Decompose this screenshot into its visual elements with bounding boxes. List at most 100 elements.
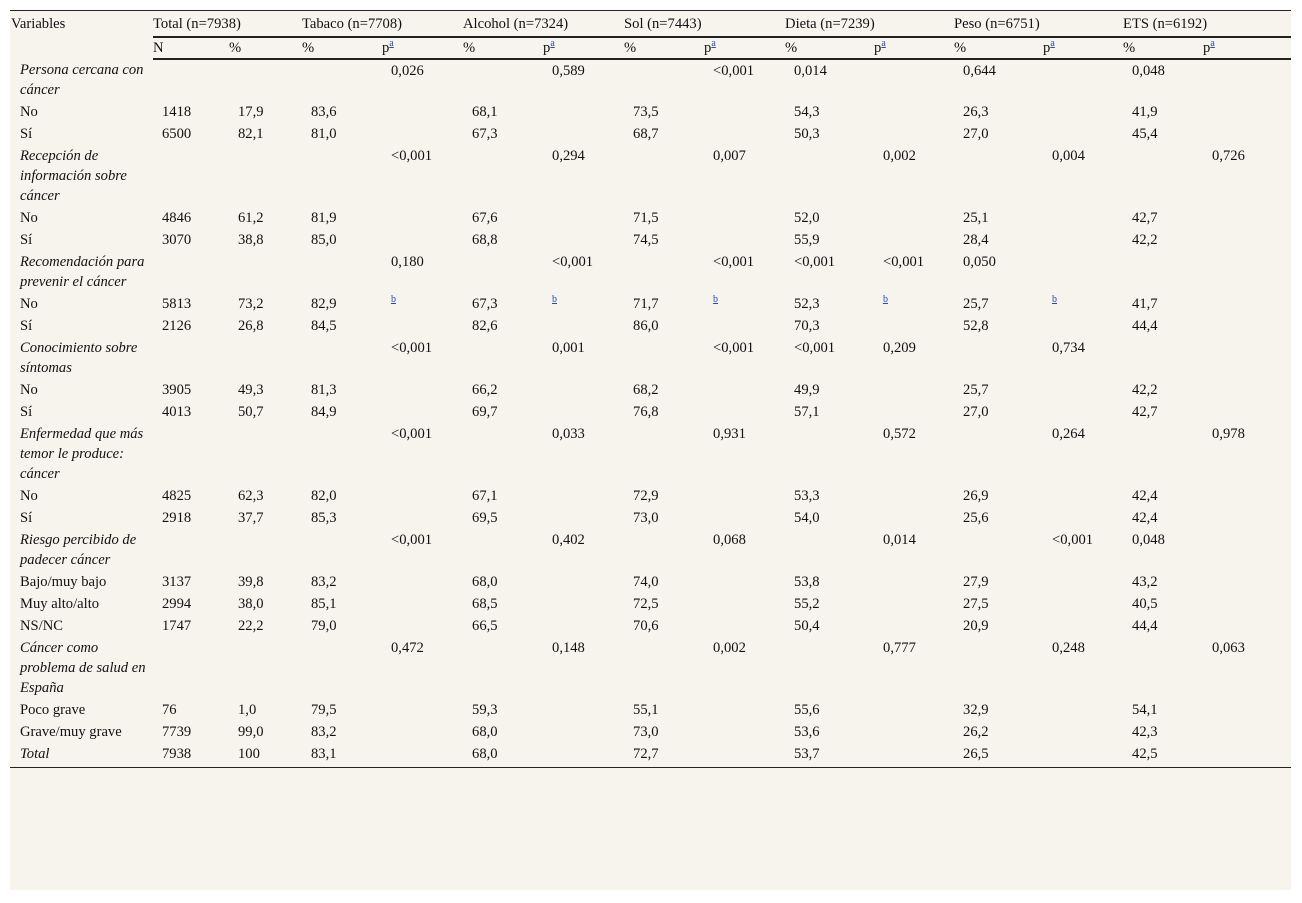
value-cell: 38,0 [238, 596, 264, 612]
p-value-cell [1203, 699, 1291, 721]
value-cell [229, 145, 302, 207]
section-row: Persona cercana con cáncer 0,026 0,589 <0,0… [10, 59, 1291, 101]
section-label: Cáncer como problema de salud en España [20, 640, 146, 696]
category-label: NS/NC [20, 618, 63, 634]
section-label: Total [10, 743, 153, 768]
p-value-cell: 0,068 [713, 532, 746, 548]
value-cell: 55,2 [794, 596, 820, 612]
value-cell: 49,9 [794, 382, 820, 398]
header-p-value: pa [704, 37, 786, 60]
p-value-cell [382, 379, 463, 401]
value-cell: <0,001 [794, 340, 836, 356]
footnote-a-link[interactable]: a [1050, 38, 1055, 50]
value-cell: 100 [229, 743, 302, 768]
value-cell: 0,014 [794, 63, 827, 79]
section-label: Riesgo percibido de padecer cáncer [20, 532, 137, 568]
p-value-cell [543, 315, 624, 337]
p-value-cell: 0,402 [552, 532, 585, 548]
category-label: No [20, 210, 38, 226]
footnote-a-link[interactable]: a [389, 38, 394, 50]
value-cell: 55,9 [794, 232, 820, 248]
header-p-label: p [704, 40, 712, 56]
p-value-cell [704, 699, 785, 721]
header-p-value: pa [874, 37, 955, 60]
table-row: No 3905 49,3 81,3 66,2 68,2 49,9 25,7 42,2 [10, 379, 1291, 401]
p-value-cell [704, 593, 785, 615]
p-value-cell [1043, 379, 1123, 401]
p-value-cell [382, 207, 463, 229]
p-value-cell [1203, 337, 1291, 379]
footnote-a-link[interactable]: a [711, 38, 716, 50]
value-cell [463, 637, 543, 699]
p-value-cell [1203, 743, 1292, 768]
value-cell [954, 529, 1043, 571]
p-value-cell: <0,001 [391, 340, 433, 356]
p-value-cell [382, 229, 463, 251]
footnote-b-link[interactable]: b [391, 294, 396, 306]
p-value-cell: 0,264 [1052, 426, 1085, 442]
value-cell: 26,9 [963, 488, 989, 504]
value-cell: 81,0 [311, 126, 337, 142]
p-value-cell [1043, 571, 1123, 593]
value-cell: 52,8 [963, 318, 989, 334]
header-group-sol: Sol (n=7443) [624, 10, 786, 38]
value-cell: 2918 [162, 510, 192, 526]
p-value-cell: <0,001 [883, 254, 925, 270]
value-cell [302, 529, 382, 571]
value-cell [153, 145, 229, 207]
value-cell: 72,5 [633, 596, 659, 612]
header-n: N [153, 37, 229, 60]
p-value-cell: 0,180 [391, 254, 424, 270]
value-cell: 84,9 [311, 404, 337, 420]
table-row: Sí 2126 26,8 84,5 82,6 86,0 70,3 52,8 44,4 [10, 315, 1291, 337]
header-percent: % [624, 37, 705, 60]
value-cell: 0,644 [963, 63, 996, 79]
footnote-a-link[interactable]: a [881, 38, 886, 50]
p-value-cell [1203, 229, 1291, 251]
value-cell: 27,9 [963, 574, 989, 590]
value-cell [1123, 423, 1203, 485]
value-cell: 85,1 [311, 596, 337, 612]
value-cell [463, 423, 543, 485]
section-label: Persona cercana con cáncer [20, 62, 144, 98]
p-value-cell [1043, 699, 1123, 721]
p-value-cell [704, 207, 785, 229]
value-cell: 27,5 [963, 596, 989, 612]
value-cell [785, 145, 874, 207]
footnote-b-link[interactable]: b [552, 294, 558, 306]
p-value-cell [704, 485, 785, 507]
value-cell [954, 337, 1043, 379]
p-value-cell [874, 615, 954, 637]
footnote-b-link[interactable]: b [713, 294, 719, 306]
value-cell: 6500 [162, 126, 192, 142]
value-cell: 43,2 [1132, 574, 1158, 590]
p-value-cell: 0,248 [1052, 640, 1085, 656]
value-cell: 44,4 [1132, 318, 1158, 334]
footnote-b-cell: b [874, 293, 954, 315]
value-cell: 53,7 [785, 743, 875, 768]
value-cell: 73,2 [238, 296, 264, 312]
p-value-cell [1043, 59, 1123, 101]
table-row: Muy alto/alto 2994 38,0 85,1 68,5 72,5 55,2 27,… [10, 593, 1291, 615]
value-cell [1123, 145, 1203, 207]
p-value-cell: 0,004 [1052, 148, 1085, 164]
p-value-cell [704, 743, 786, 768]
value-cell: 72,9 [633, 488, 659, 504]
value-cell [624, 337, 704, 379]
footnote-b-link[interactable]: b [883, 294, 889, 306]
section-label: Enfermedad que más temor le produce: cán… [20, 426, 144, 482]
footnote-a-link[interactable]: a [1210, 38, 1215, 50]
value-cell: 73,0 [633, 724, 659, 740]
p-value-cell [1203, 485, 1291, 507]
p-value-cell [1043, 229, 1123, 251]
p-value-cell: 0,734 [1052, 340, 1085, 356]
footnote-b-link[interactable]: b [1052, 294, 1058, 306]
value-cell: 42,3 [1132, 724, 1158, 740]
footnote-a-link[interactable]: a [550, 38, 555, 50]
value-cell: <0,001 [794, 254, 836, 270]
footnote-b-cell: b [382, 293, 463, 315]
value-cell [624, 145, 704, 207]
value-cell: 22,2 [238, 618, 264, 634]
p-value-cell [382, 315, 463, 337]
p-value-cell [1203, 379, 1291, 401]
